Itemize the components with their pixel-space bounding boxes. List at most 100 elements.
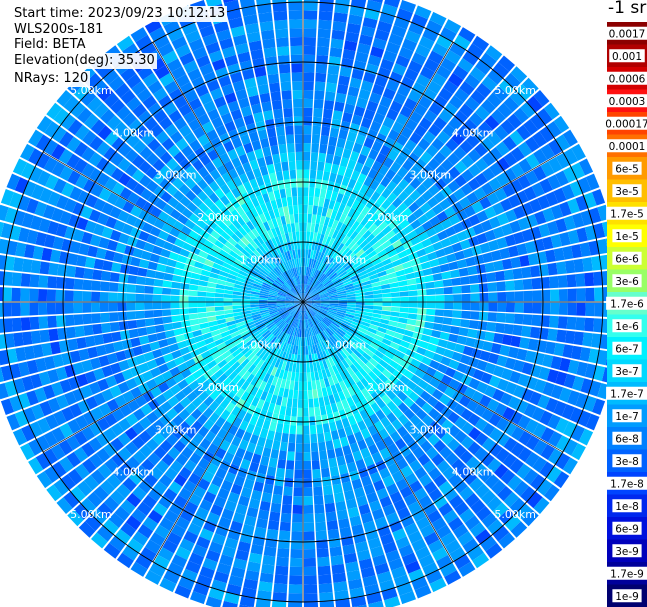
colorbar-label-bg [612, 454, 642, 468]
data-cell [237, 324, 247, 331]
data-cell [377, 571, 393, 584]
data-cell [253, 186, 262, 197]
data-cell [274, 279, 283, 287]
data-cell [38, 316, 49, 329]
data-cell [582, 332, 593, 347]
data-cell [196, 536, 211, 550]
data-cell [199, 322, 210, 330]
data-cell [106, 352, 118, 365]
data-cell [255, 598, 271, 607]
data-cell [321, 253, 327, 263]
data-cell [340, 324, 349, 331]
data-cell [326, 73, 339, 84]
data-cell [221, 46, 236, 59]
data-cell [117, 432, 131, 446]
data-cell [271, 357, 278, 367]
data-cell [153, 34, 170, 50]
data-cell [117, 292, 127, 302]
data-cell [235, 549, 249, 561]
data-cell [214, 394, 225, 405]
data-cell [451, 277, 462, 286]
data-cell [360, 276, 371, 283]
data-cell [211, 475, 224, 488]
data-cell [340, 273, 349, 280]
data-cell [296, 302, 303, 308]
data-cell [318, 583, 333, 594]
colorbar-label-bg [612, 544, 642, 558]
data-cell [173, 95, 188, 109]
data-cell [74, 463, 90, 480]
data-cell [65, 265, 76, 278]
data-cell [259, 409, 268, 420]
data-cell [153, 406, 166, 419]
data-cell [442, 124, 457, 138]
data-cell [482, 341, 493, 352]
data-cell [274, 226, 281, 236]
data-cell [197, 291, 207, 297]
data-cell [311, 268, 316, 278]
data-cell [171, 315, 181, 323]
data-cell [281, 285, 290, 292]
data-cell [162, 539, 178, 554]
data-cell [103, 147, 118, 162]
data-cell [463, 118, 478, 133]
data-cell [256, 194, 265, 205]
data-cell [585, 413, 600, 431]
data-cell [100, 312, 110, 323]
data-cell [35, 357, 47, 372]
data-cell [356, 97, 368, 109]
data-cell [461, 435, 475, 450]
data-cell [255, 368, 263, 379]
data-cell [180, 283, 190, 290]
data-cell [93, 392, 106, 406]
data-cell [297, 319, 301, 329]
data-cell [270, 227, 278, 238]
data-cell [163, 323, 174, 331]
data-cell [175, 334, 186, 343]
data-cell [458, 327, 469, 337]
data-cell [263, 363, 271, 373]
data-cell [135, 34, 152, 50]
data-cell [138, 430, 152, 444]
data-cell [234, 243, 244, 252]
data-cell [135, 554, 152, 570]
data-cell [594, 287, 604, 302]
data-cell [283, 486, 293, 496]
data-cell [329, 466, 340, 477]
data-cell [329, 272, 338, 280]
data-cell [261, 492, 272, 503]
data-cell [510, 146, 525, 162]
data-cell [55, 394, 69, 409]
data-cell [277, 135, 286, 145]
data-cell [407, 501, 422, 515]
data-cell [268, 209, 276, 220]
data-cell [389, 520, 403, 533]
data-cell [199, 364, 210, 375]
data-cell [83, 268, 94, 280]
data-cell [336, 352, 345, 362]
data-cell [190, 184, 203, 196]
data-cell [269, 336, 277, 345]
data-cell [406, 364, 418, 374]
data-cell [281, 262, 287, 272]
data-cell [266, 529, 279, 540]
data-cell [205, 302, 215, 307]
data-cell [326, 520, 339, 531]
data-cell [368, 370, 378, 381]
data-cell [263, 221, 271, 232]
data-cell [236, 377, 246, 388]
data-cell [318, 273, 326, 282]
data-cell [132, 140, 147, 154]
data-cell [284, 361, 290, 372]
data-cell [226, 320, 236, 327]
data-cell [283, 388, 289, 398]
data-cell [550, 289, 560, 302]
data-cell [197, 413, 209, 426]
data-cell [349, 150, 360, 162]
data-cell [90, 183, 104, 198]
data-cell [320, 304, 330, 308]
data-cell [429, 336, 440, 346]
ring-label: 3.00km [409, 423, 451, 436]
data-cell [311, 380, 317, 390]
data-cell [288, 307, 297, 314]
